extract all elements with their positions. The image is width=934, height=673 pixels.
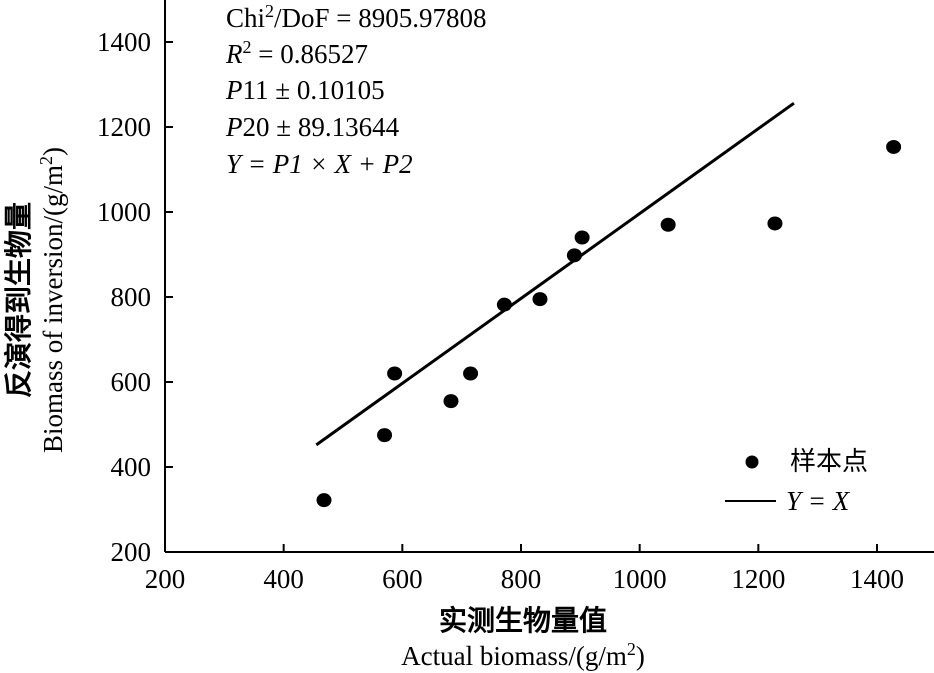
legend-point-marker [745, 455, 759, 469]
y-tick-label: 1000 [97, 197, 151, 227]
x-axis-title-zh: 实测生物量值 [439, 604, 607, 637]
chi-dof-text: Chi2/DoF = 8905.97808 [226, 1, 487, 33]
data-point [496, 297, 512, 312]
y-tick-label: 1200 [97, 112, 151, 142]
legend-points-label: 样本点 [790, 447, 868, 477]
data-point [660, 217, 676, 232]
y-ticks: 200 400 600 800 1000 1200 1400 [97, 27, 173, 567]
y-tick-label: 200 [111, 537, 152, 567]
p2-text: P20 ± 89.13644 [225, 112, 400, 142]
axes [164, 0, 934, 553]
x-ticks: 200 400 600 800 1000 1200 1400 [145, 544, 904, 594]
data-point [886, 139, 902, 154]
y-tick-label: 600 [111, 367, 152, 397]
data-point [316, 493, 332, 508]
y-tick-label: 1400 [97, 27, 151, 57]
data-point [767, 216, 783, 231]
legend-line-label: Y = X [786, 486, 851, 516]
data-point [387, 366, 403, 381]
data-point [532, 292, 548, 307]
data-point [566, 248, 582, 263]
x-tick-label: 600 [382, 564, 423, 594]
data-point [443, 394, 459, 409]
r-squared-text: R2 = 0.86527 [225, 37, 368, 69]
x-tick-label: 400 [263, 564, 304, 594]
fit-line [315, 101, 795, 447]
y-axis-title-en: Biomass of inversion/(g/m2) [36, 147, 68, 453]
fit-line-group [315, 101, 795, 447]
x-tick-label: 800 [501, 564, 542, 594]
y-tick-label: 800 [111, 282, 152, 312]
p1-text: P11 ± 0.10105 [225, 75, 385, 105]
fit-statistics: Chi2/DoF = 8905.97808 R2 = 0.86527 P11 ±… [225, 1, 487, 179]
legend: 样本点 Y = X [725, 447, 868, 516]
x-tick-label: 1000 [613, 564, 667, 594]
y-tick-label: 400 [111, 452, 152, 482]
equation-text: Y = P1 × X + P2 [226, 149, 413, 179]
data-point [574, 230, 590, 245]
x-tick-label: 1200 [731, 564, 785, 594]
x-tick-label: 200 [145, 564, 186, 594]
points-group [316, 139, 902, 508]
data-point [377, 428, 393, 443]
data-point [463, 366, 479, 381]
x-tick-label: 1400 [850, 564, 904, 594]
y-axis-title-zh: 反演得到生物量 [2, 202, 35, 398]
x-axis-title-en: Actual biomass/(g/m2) [401, 639, 645, 671]
